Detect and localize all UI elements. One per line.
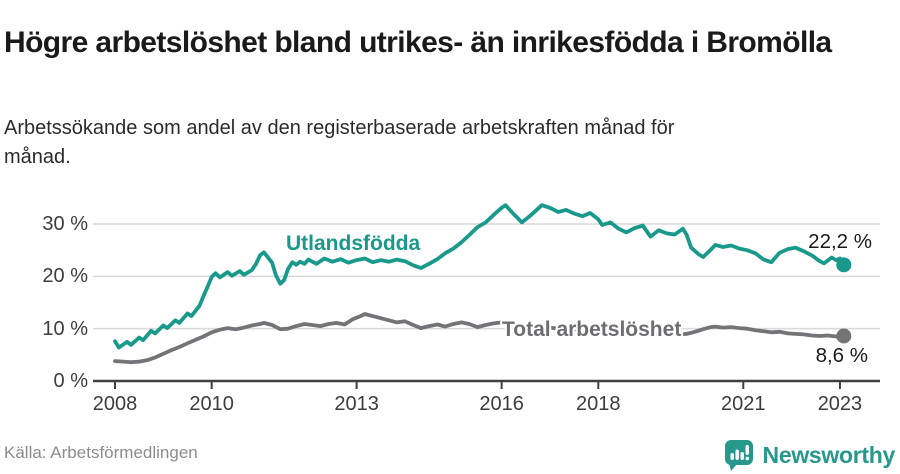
newsworthy-logo-icon (724, 440, 753, 471)
chart-subtitle: Arbetssökande som andel av den registerb… (4, 117, 675, 168)
data-line (113, 203, 846, 350)
chart-title: Högre arbetslöshet bland utrikes- än inr… (4, 26, 832, 60)
newsworthy-brand: Newsworthy (724, 439, 895, 471)
newsworthy-wordmark: Newsworthy (762, 441, 896, 468)
end-point-marker (836, 328, 852, 344)
source-attribution: Källa: Arbetsförmedlingen (4, 443, 198, 462)
end-point-marker (836, 257, 852, 273)
data-line (113, 312, 846, 365)
